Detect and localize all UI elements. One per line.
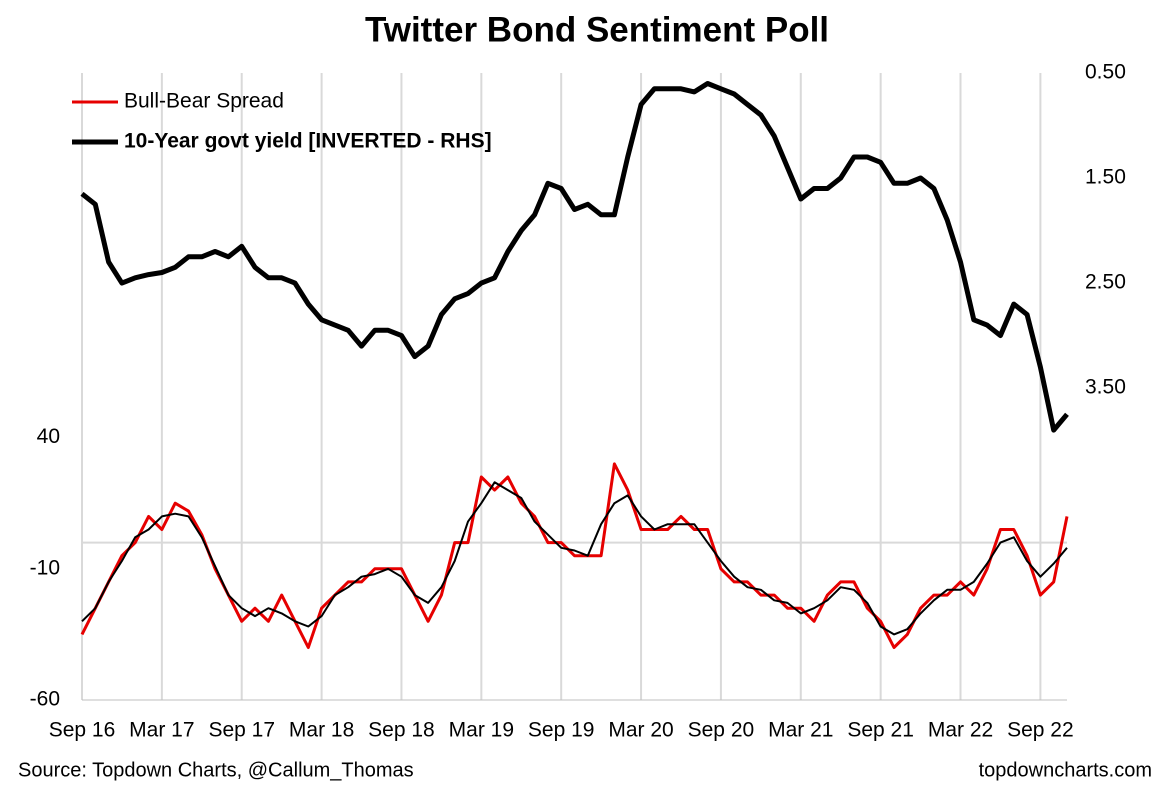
y-tick-label: -60 bbox=[30, 688, 60, 711]
series-line bbox=[81, 481, 1068, 636]
legend-label: Bull-Bear Spread bbox=[124, 90, 284, 113]
x-tick-label: Mar 20 bbox=[608, 719, 673, 742]
y2-tick-label: 1.50 bbox=[1085, 166, 1126, 189]
series-line bbox=[80, 81, 1069, 433]
y-tick-label: -10 bbox=[30, 556, 60, 579]
x-tick-label: Mar 22 bbox=[928, 719, 993, 742]
chart-title: Twitter Bond Sentiment Poll bbox=[365, 10, 829, 49]
y-tick-label: 40 bbox=[37, 425, 60, 448]
x-tick-label: Sep 22 bbox=[1007, 719, 1074, 742]
y2-tick-label: 0.50 bbox=[1085, 61, 1126, 84]
x-tick-label: Sep 21 bbox=[847, 719, 914, 742]
x-tick-label: Sep 20 bbox=[688, 719, 755, 742]
x-tick-label: Mar 21 bbox=[768, 719, 833, 742]
x-tick-label: Mar 17 bbox=[129, 719, 194, 742]
y2-tick-label: 2.50 bbox=[1085, 271, 1126, 294]
x-tick-label: Sep 19 bbox=[528, 719, 595, 742]
y2-tick-label: 3.50 bbox=[1085, 376, 1126, 399]
source: Source: Topdown Charts, @Callum_Thomas bbox=[18, 759, 414, 781]
x-tick-label: Mar 19 bbox=[449, 719, 514, 742]
legend-label: 10-Year govt yield [INVERTED - RHS] bbox=[124, 130, 492, 153]
series-line bbox=[80, 462, 1069, 649]
x-tick-label: Mar 18 bbox=[289, 719, 354, 742]
credit: topdowncharts.com bbox=[979, 759, 1152, 781]
x-tick-label: Sep 17 bbox=[208, 719, 275, 742]
x-tick-label: Sep 18 bbox=[368, 719, 435, 742]
x-tick-label: Sep 16 bbox=[49, 719, 116, 742]
